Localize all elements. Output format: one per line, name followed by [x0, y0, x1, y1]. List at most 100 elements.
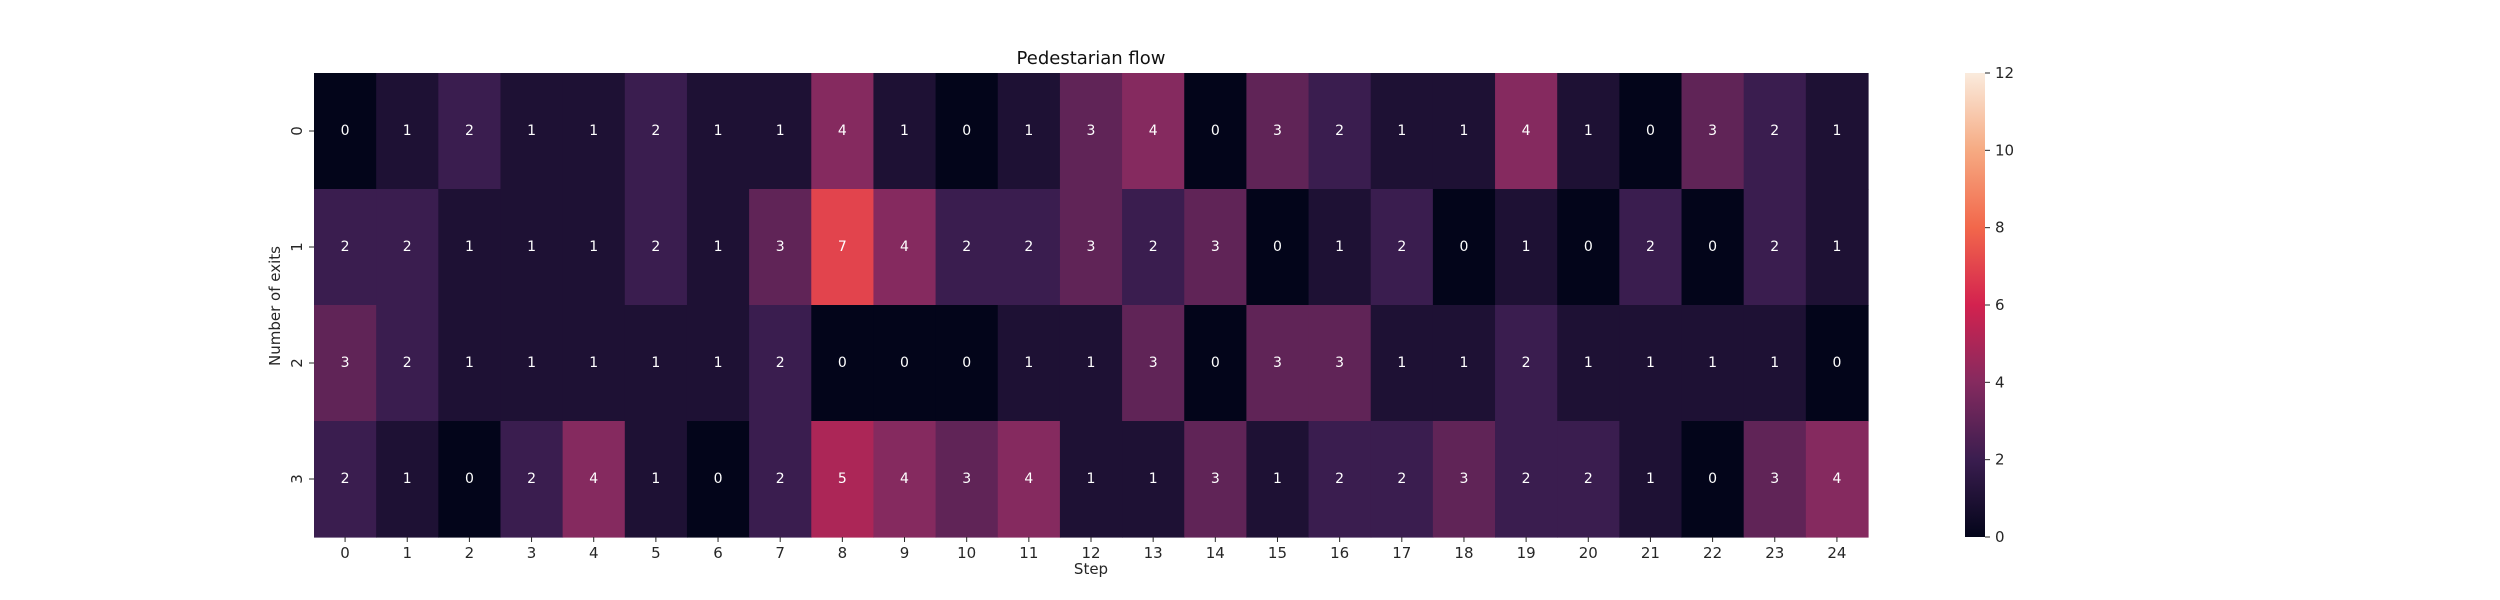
- heatmap-cell-r3-c9: [873, 421, 937, 538]
- cell-value-r3-c13: 1: [1149, 471, 1158, 487]
- x-tick-label-15: 15: [1268, 544, 1287, 562]
- cell-value-r0-c12: 3: [1087, 123, 1096, 139]
- heatmap-cell-r2-c0: [314, 305, 377, 422]
- cell-value-r3-c5: 1: [651, 471, 660, 487]
- cell-value-r3-c16: 2: [1335, 471, 1344, 487]
- colorbar-tick-label-1: 2: [1995, 451, 2005, 469]
- x-tick-label-1: 1: [402, 544, 412, 562]
- cell-value-r2-c18: 1: [1459, 355, 1468, 371]
- cell-value-r1-c18: 0: [1459, 239, 1468, 255]
- cell-value-r3-c9: 4: [900, 471, 909, 487]
- heatmap-cell-r2-c21: [1619, 305, 1683, 422]
- heatmap-cell-r3-c12: [1059, 421, 1123, 538]
- cell-value-r0-c15: 3: [1273, 123, 1282, 139]
- cell-value-r0-c18: 1: [1459, 123, 1468, 139]
- heatmap-cell-r3-c13: [1122, 421, 1185, 538]
- heatmap-cell-r1-c9: [873, 189, 937, 306]
- cell-value-r2-c20: 1: [1584, 355, 1593, 371]
- cell-value-r0-c5: 2: [651, 123, 660, 139]
- heatmap-cell-r3-c17: [1370, 421, 1434, 538]
- heatmap-cell-r0-c17: [1370, 73, 1434, 190]
- cell-value-r1-c13: 2: [1149, 239, 1158, 255]
- heatmap-cell-r3-c7: [749, 421, 812, 538]
- cell-value-r1-c10: 2: [962, 239, 971, 255]
- heatmap-cell-r0-c15: [1246, 73, 1310, 190]
- x-tick-label-23: 23: [1765, 544, 1784, 562]
- heatmap-cell-r3-c20: [1557, 421, 1620, 538]
- heatmap-cell-r2-c22: [1681, 305, 1745, 422]
- cell-value-r0-c16: 2: [1335, 123, 1344, 139]
- heatmap-cell-r2-c24: [1805, 305, 1869, 422]
- heatmap-cell-r3-c22: [1681, 421, 1745, 538]
- cell-value-r1-c19: 1: [1522, 239, 1531, 255]
- cell-value-r3-c7: 2: [776, 471, 785, 487]
- colorbar-tick-label-0: 0: [1995, 528, 2005, 546]
- x-tick-label-9: 9: [900, 544, 910, 562]
- x-tick-label-20: 20: [1579, 544, 1598, 562]
- cell-value-r1-c21: 2: [1646, 239, 1655, 255]
- x-tick-label-19: 19: [1517, 544, 1536, 562]
- x-tick-label-6: 6: [713, 544, 723, 562]
- heatmap-cell-r0-c22: [1681, 73, 1745, 190]
- heatmap-cell-r1-c23: [1743, 189, 1807, 306]
- heatmap-cell-labels: 0 1 2 1 1 2 1 1 4 1 0 1 3 4 0 3 2 1 1 4 1 0 3 2 1 2 2 1 1 1 2 1 3 7 4 2 2 3 2 3…: [341, 123, 1842, 487]
- cell-value-r2-c14: 0: [1211, 355, 1220, 371]
- heatmap-cell-r1-c24: [1805, 189, 1869, 306]
- cell-value-r0-c14: 0: [1211, 123, 1220, 139]
- heatmap-cell-r0-c4: [562, 73, 626, 190]
- cell-value-r0-c6: 1: [714, 123, 723, 139]
- cell-value-r2-c0: 3: [341, 355, 350, 371]
- cell-value-r1-c3: 1: [527, 239, 536, 255]
- heatmap-cell-r2-c19: [1495, 305, 1558, 422]
- cell-value-r3-c0: 2: [341, 471, 350, 487]
- heatmap-cell-r0-c1: [376, 73, 439, 190]
- cell-value-r1-c22: 0: [1708, 239, 1717, 255]
- cell-value-r1-c8: 7: [838, 239, 847, 255]
- cell-value-r2-c12: 1: [1087, 355, 1096, 371]
- x-axis-ticks: 0 1 2 3 4 5 6 7 8 9 10 11 12 13 14 15 16 17 18 19 20 21 22 23 24: [340, 537, 1846, 562]
- heatmap-cell-r1-c5: [624, 189, 688, 306]
- heatmap-cell-r1-c17: [1370, 189, 1434, 306]
- heatmap-cell-r2-c4: [562, 305, 626, 422]
- cell-value-r1-c6: 1: [714, 239, 723, 255]
- y-tick-label-0: 0: [288, 126, 306, 136]
- heatmap-cell-r1-c10: [935, 189, 999, 306]
- cell-value-r3-c17: 2: [1397, 471, 1406, 487]
- heatmap-cell-r0-c23: [1743, 73, 1807, 190]
- heatmap-cell-r3-c24: [1805, 421, 1869, 538]
- cell-value-r2-c9: 0: [900, 355, 909, 371]
- cell-value-r3-c8: 5: [838, 471, 847, 487]
- cell-value-r3-c18: 3: [1459, 471, 1468, 487]
- cell-value-r2-c3: 1: [527, 355, 536, 371]
- heatmap-cell-r0-c5: [624, 73, 688, 190]
- cell-value-r1-c23: 2: [1770, 239, 1779, 255]
- heatmap-cell-r3-c3: [500, 421, 564, 538]
- heatmap-cell-r2-c13: [1122, 305, 1185, 422]
- heatmap-cell-r1-c13: [1122, 189, 1185, 306]
- heatmap-cell-r3-c16: [1308, 421, 1372, 538]
- heatmap-cell-r1-c14: [1184, 189, 1247, 306]
- cell-value-r2-c11: 1: [1024, 355, 1033, 371]
- x-tick-label-7: 7: [775, 544, 785, 562]
- colorbar: 0 2 4 6 8 10 12: [1965, 64, 2014, 546]
- x-tick-label-10: 10: [957, 544, 976, 562]
- colorbar-tick-label-3: 6: [1995, 296, 2005, 314]
- heatmap-cell-r1-c0: [314, 189, 377, 306]
- cell-value-r3-c1: 1: [403, 471, 412, 487]
- x-tick-label-21: 21: [1641, 544, 1660, 562]
- cell-value-r3-c10: 3: [962, 471, 971, 487]
- cell-value-r2-c15: 3: [1273, 355, 1282, 371]
- cell-value-r1-c24: 1: [1832, 239, 1841, 255]
- heatmap-cell-r3-c14: [1184, 421, 1247, 538]
- cell-value-r1-c0: 2: [341, 239, 350, 255]
- cell-value-r1-c5: 2: [651, 239, 660, 255]
- cell-value-r3-c3: 2: [527, 471, 536, 487]
- x-tick-label-0: 0: [340, 544, 350, 562]
- heatmap-cell-r0-c3: [500, 73, 564, 190]
- cell-value-r3-c6: 0: [714, 471, 723, 487]
- heatmap-cell-r1-c2: [438, 189, 502, 306]
- cell-value-r1-c14: 3: [1211, 239, 1220, 255]
- heatmap-cell-r3-c1: [376, 421, 439, 538]
- cell-value-r0-c22: 3: [1708, 123, 1717, 139]
